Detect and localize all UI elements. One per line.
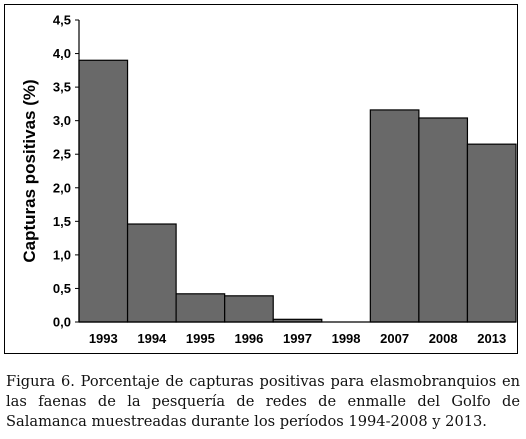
caption-text: Porcentaje de capturas positivas para el… [6, 373, 520, 430]
bar-1996 [224, 295, 274, 323]
x-tick-label: 1993 [89, 331, 118, 346]
x-tick-label: 1995 [186, 331, 215, 346]
y-tick-label: 0,5 [53, 281, 71, 296]
bar-1995 [175, 293, 226, 323]
y-tick-label: 4,0 [53, 46, 71, 61]
x-tick-label: 1997 [283, 331, 312, 346]
y-tick-label: 1,0 [53, 247, 71, 262]
y-tick-label: 2,5 [53, 147, 71, 162]
chart-frame: 0,0 0,5 1,0 1,5 2,0 2,5 3,0 3,5 4,0 4,5 1993 1994 19… [4, 4, 518, 354]
bar-1994 [126, 223, 177, 323]
x-tick-label: 1996 [234, 331, 263, 346]
y-tick-label: 1,5 [53, 214, 71, 229]
bar-2013 [466, 143, 517, 323]
x-tick-label: 2008 [429, 331, 458, 346]
caption-label: Figura 6. [6, 373, 75, 390]
y-tick-label: 4,5 [53, 13, 71, 28]
x-tick-label: 1998 [332, 331, 361, 346]
y-axis-title: Capturas positivas (%) [20, 79, 39, 262]
x-tick-label: 2013 [477, 331, 506, 346]
figure-caption: Figura 6. Porcentaje de capturas positiv… [6, 372, 520, 432]
bar-2008 [418, 117, 469, 323]
y-tick-label: 2,0 [53, 180, 71, 195]
x-tick-label: 2007 [380, 331, 409, 346]
y-tick-label: 3,0 [53, 113, 71, 128]
bar-2007 [369, 109, 420, 323]
bar-chart: 0,0 0,5 1,0 1,5 2,0 2,5 3,0 3,5 4,0 4,5 1993 1994 19… [20, 13, 517, 346]
bar-1993 [78, 59, 129, 323]
y-tick-label: 3,5 [53, 80, 71, 95]
x-tick-label: 1994 [137, 331, 167, 346]
y-tick-label: 0,0 [53, 315, 71, 330]
